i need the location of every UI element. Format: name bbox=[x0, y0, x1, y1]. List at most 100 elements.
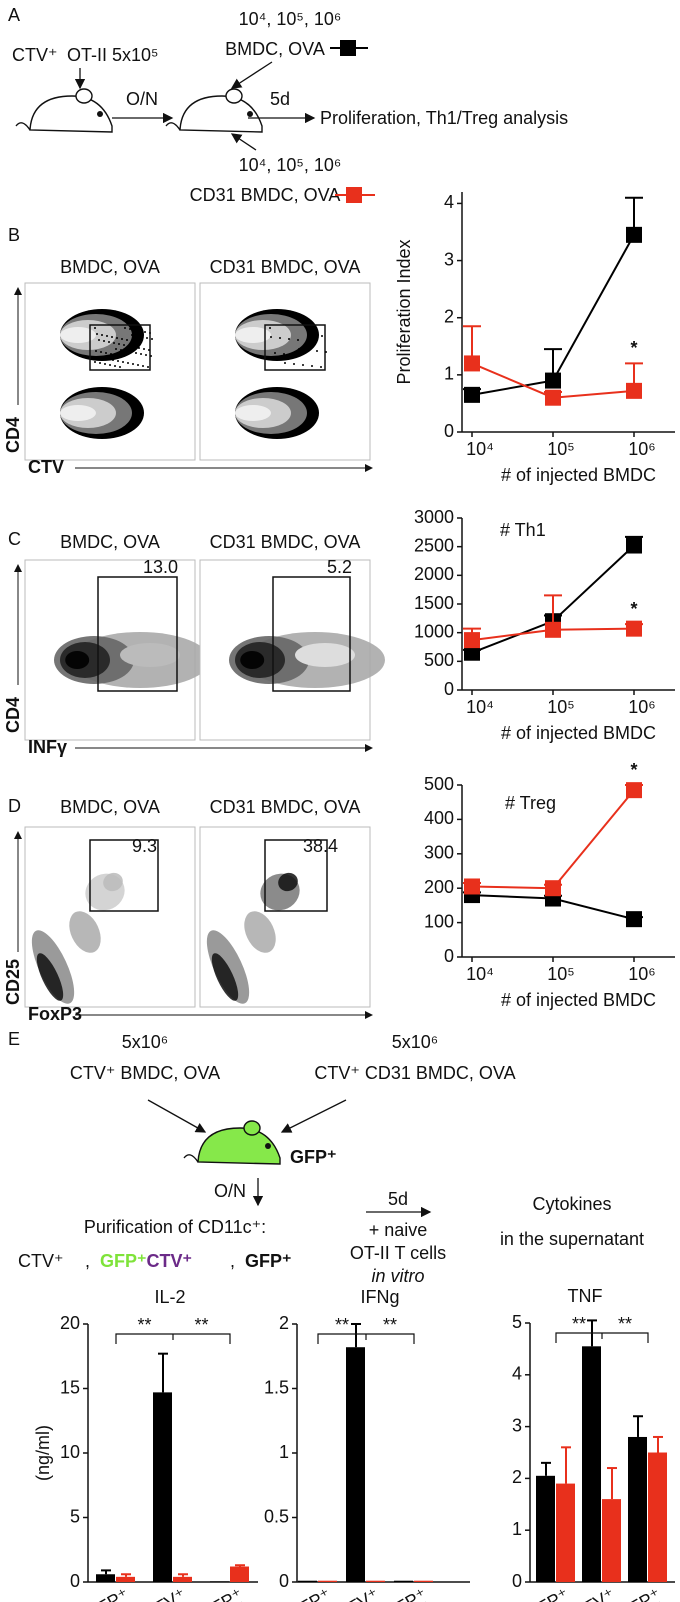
event bbox=[120, 349, 122, 351]
annotation: * bbox=[630, 760, 637, 780]
plot-title: CD31 BMDC, OVA bbox=[210, 257, 361, 277]
density bbox=[120, 643, 180, 667]
dose-text: 5x10⁶ bbox=[122, 1032, 168, 1052]
chart-title: # Treg bbox=[505, 793, 556, 813]
event bbox=[137, 364, 139, 366]
purification: Purification of CD11c⁺: bbox=[84, 1217, 266, 1237]
culture: OT-II T cells bbox=[350, 1243, 446, 1263]
density-plot bbox=[235, 309, 327, 439]
event bbox=[111, 336, 113, 338]
y-tick-label: 300 bbox=[424, 843, 454, 863]
event bbox=[105, 352, 107, 354]
event bbox=[298, 348, 300, 350]
bar bbox=[346, 1347, 365, 1582]
marker bbox=[464, 878, 480, 895]
event bbox=[96, 333, 98, 335]
event bbox=[108, 341, 110, 343]
x-tick-label: 10⁵ bbox=[547, 439, 574, 459]
event bbox=[270, 336, 272, 338]
marker bbox=[545, 621, 561, 638]
axis-label: CD4 bbox=[3, 697, 23, 733]
event bbox=[102, 357, 104, 359]
axis-label: CTV bbox=[28, 457, 64, 477]
y-tick-label: 100 bbox=[424, 911, 454, 931]
y-tick-label: 0 bbox=[444, 679, 454, 699]
y-tick-label: 15 bbox=[60, 1377, 80, 1397]
x-tick-label: 10⁵ bbox=[547, 697, 574, 717]
y-tick-label: 3 bbox=[444, 249, 454, 269]
event bbox=[103, 340, 105, 342]
marker bbox=[626, 620, 642, 637]
event bbox=[284, 362, 286, 364]
event bbox=[139, 330, 141, 332]
gate bbox=[272, 576, 351, 692]
x-tick-label: GFP⁺ bbox=[522, 1584, 572, 1602]
event bbox=[283, 353, 285, 355]
y-axis-label: Proliferation Index bbox=[394, 239, 414, 384]
bar bbox=[318, 1580, 337, 1582]
x-tick-label: 10⁴ bbox=[466, 697, 494, 717]
y-tick-label: 500 bbox=[424, 774, 454, 794]
culture: in vitro bbox=[371, 1266, 424, 1286]
marker bbox=[545, 880, 561, 897]
event bbox=[124, 327, 126, 329]
event bbox=[114, 365, 116, 367]
plot-title: BMDC, OVA bbox=[60, 797, 160, 817]
dose-text: 10⁴, 10⁵, 10⁶ bbox=[239, 155, 342, 175]
x-tick-label: GFP⁺ bbox=[82, 1584, 132, 1602]
event bbox=[297, 339, 299, 341]
event bbox=[134, 329, 136, 331]
event bbox=[117, 360, 119, 362]
event bbox=[115, 348, 117, 350]
event bbox=[321, 335, 323, 337]
significance: ** bbox=[383, 1315, 397, 1335]
chart-title: # Th1 bbox=[500, 520, 546, 540]
y-tick-label: 0 bbox=[70, 1571, 80, 1591]
density-plot bbox=[31, 872, 125, 1004]
cell-label: OT-II 5x10⁵ bbox=[67, 45, 159, 65]
fraction: , bbox=[230, 1251, 235, 1271]
density bbox=[69, 911, 101, 953]
event bbox=[125, 350, 127, 352]
marker bbox=[464, 386, 480, 403]
bar bbox=[96, 1574, 115, 1582]
bar bbox=[414, 1580, 433, 1582]
marker bbox=[545, 372, 561, 389]
cell-label: CTV⁺ CD31 BMDC, OVA bbox=[314, 1063, 515, 1083]
x-tick-label: CTV⁺ bbox=[140, 1584, 189, 1602]
mouse bbox=[15, 88, 113, 133]
panel-label: C bbox=[8, 529, 21, 549]
y-tick-label: 2 bbox=[512, 1467, 522, 1487]
density bbox=[65, 651, 90, 669]
density bbox=[60, 405, 96, 421]
condition: BMDC, OVA bbox=[225, 39, 325, 59]
event bbox=[97, 356, 99, 358]
event bbox=[144, 331, 146, 333]
gate bbox=[97, 576, 178, 692]
x-tick-label: 10⁴ bbox=[466, 964, 494, 984]
event bbox=[131, 334, 133, 336]
density bbox=[235, 327, 271, 343]
gate bbox=[264, 324, 326, 371]
event bbox=[110, 353, 112, 355]
density bbox=[211, 953, 239, 1001]
x-tick-label: GFP⁺ bbox=[284, 1584, 334, 1602]
x-tick-label: 10⁶ bbox=[628, 964, 655, 984]
x-tick-label: 10⁵ bbox=[547, 964, 574, 984]
panel-label: A bbox=[8, 5, 20, 25]
event bbox=[104, 363, 106, 365]
event bbox=[129, 328, 131, 330]
y-tick-label: 0 bbox=[444, 421, 454, 441]
event bbox=[142, 365, 144, 367]
marker bbox=[545, 389, 561, 406]
bar bbox=[648, 1452, 667, 1582]
axis-label: CD25 bbox=[3, 959, 23, 1005]
event bbox=[107, 358, 109, 360]
panel-label: E bbox=[8, 1029, 20, 1049]
event bbox=[133, 346, 135, 348]
density-plot bbox=[229, 632, 385, 688]
marker bbox=[464, 355, 480, 372]
cell-label: CTV⁺ bbox=[12, 45, 58, 65]
y-tick-label: 10 bbox=[60, 1442, 80, 1462]
axis-label: FoxP3 bbox=[28, 1004, 82, 1024]
